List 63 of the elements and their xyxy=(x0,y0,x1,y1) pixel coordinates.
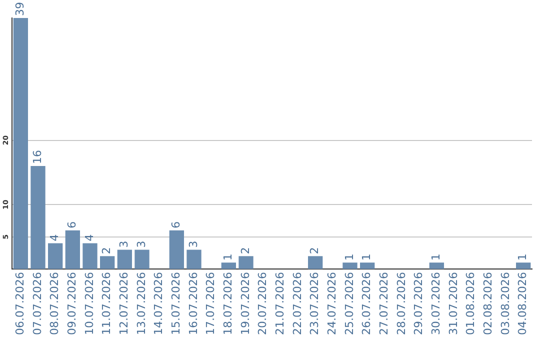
bar xyxy=(82,243,98,270)
x-tick-label: 20.07.2026 xyxy=(256,272,270,336)
x-tick-label: 22.07.2026 xyxy=(290,272,304,336)
x-tick-label: 31.07.2026 xyxy=(446,272,460,336)
x-tick-label: 10.07.2026 xyxy=(82,272,96,336)
x-tick-label: 01.08.2026 xyxy=(464,272,478,336)
bar xyxy=(308,256,323,270)
data-label: 3 xyxy=(118,240,131,248)
bar xyxy=(100,256,115,270)
data-label: 16 xyxy=(30,150,44,164)
x-tick-label: 30.07.2026 xyxy=(430,272,443,336)
x-tick-label: 15.07.2026 xyxy=(170,272,183,336)
bar xyxy=(117,250,132,270)
x-tick-label: 14.07.2026 xyxy=(152,272,166,336)
data-label: 6 xyxy=(170,221,183,228)
bar xyxy=(429,262,444,270)
data-label: 2 xyxy=(238,247,252,254)
x-tick-label: 11.07.2026 xyxy=(100,272,114,336)
data-label: 1 xyxy=(342,254,356,261)
bar xyxy=(186,250,202,270)
data-label: 4 xyxy=(82,234,96,242)
x-tick-label: 27.07.2026 xyxy=(378,272,391,336)
x-tick-label: 06.07.2026 xyxy=(14,272,27,336)
bar xyxy=(342,262,358,270)
data-label: 3 xyxy=(134,240,148,248)
x-tick-label: 29.07.2026 xyxy=(412,272,426,336)
x-tick-label: 16.07.2026 xyxy=(186,272,200,336)
data-label: 6 xyxy=(66,221,79,228)
x-tick-label: 19.07.2026 xyxy=(238,272,252,336)
bar xyxy=(238,256,254,270)
data-label: 1 xyxy=(430,254,443,261)
data-label: 1 xyxy=(222,254,235,261)
x-tick-label: 21.07.2026 xyxy=(274,272,287,336)
x-tick-label: 25.07.2026 xyxy=(342,272,356,336)
x-tick-label: 13.07.2026 xyxy=(134,272,148,336)
x-tick-label: 24.07.2026 xyxy=(326,272,339,336)
bar xyxy=(30,166,46,270)
data-label: 2 xyxy=(100,247,114,254)
x-tick-label: 26.07.2026 xyxy=(360,272,374,336)
data-label: 3 xyxy=(186,240,200,248)
x-tick-label: 04.08.2026 xyxy=(516,272,530,336)
x-tick-label: 28.07.2026 xyxy=(394,272,408,336)
bar xyxy=(48,243,63,270)
x-tick-label: 03.08.2026 xyxy=(498,272,512,336)
data-label: 39 xyxy=(14,2,27,16)
bar xyxy=(221,262,236,270)
x-tick-label: 09.07.2026 xyxy=(66,272,79,336)
x-tick-label: 08.07.2026 xyxy=(48,272,62,336)
data-label: 2 xyxy=(308,247,322,254)
data-label: 4 xyxy=(48,234,62,242)
data-label: 1 xyxy=(360,254,374,261)
x-tick-label: 17.07.2026 xyxy=(204,272,218,336)
data-label: 1 xyxy=(516,254,530,261)
bar xyxy=(169,230,184,270)
x-tick-label: 18.07.2026 xyxy=(222,272,235,336)
bar xyxy=(65,230,80,270)
x-tick-label: 23.07.2026 xyxy=(308,272,322,336)
x-tick-label: 12.07.2026 xyxy=(118,272,131,336)
x-tick-label: 02.08.2026 xyxy=(482,272,495,336)
x-tick-label: 07.07.2026 xyxy=(30,272,44,336)
bar xyxy=(134,250,150,270)
bar xyxy=(360,262,375,270)
bar xyxy=(516,262,531,270)
